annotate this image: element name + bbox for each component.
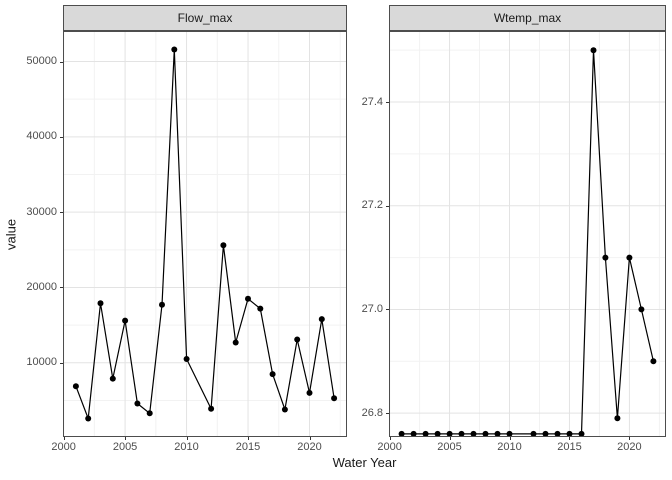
y-tick-mark	[386, 205, 389, 207]
data-point	[183, 356, 190, 362]
data-point	[306, 389, 313, 396]
data-point	[232, 339, 239, 346]
x-tick-mark	[569, 437, 571, 440]
y-tick-mark	[60, 362, 63, 364]
data-point	[159, 301, 165, 308]
x-tick-mark	[309, 437, 311, 440]
data-point	[626, 254, 633, 261]
x-tick-mark	[389, 437, 391, 440]
data-point	[494, 430, 501, 436]
y-tick-mark	[386, 413, 389, 415]
x-tick-label: 2000	[51, 441, 76, 453]
facet-strip-label: Wtemp_max	[493, 11, 562, 25]
data-point	[578, 430, 585, 436]
data-point	[318, 316, 325, 323]
x-tick-mark	[186, 437, 188, 440]
data-point	[331, 395, 338, 402]
y-tick-label: 26.8	[361, 406, 383, 419]
data-point	[422, 430, 429, 436]
y-tick-label: 40000	[26, 130, 57, 143]
x-tick-label: 2015	[235, 441, 261, 453]
x-tick-label: 2020	[297, 441, 322, 453]
data-point	[208, 405, 215, 412]
y-tick-mark	[60, 136, 63, 138]
data-point	[109, 375, 116, 382]
data-point	[482, 430, 489, 436]
x-tick-mark	[629, 437, 631, 440]
data-point	[146, 410, 153, 417]
x-axis-title: Water Year	[332, 455, 397, 470]
data-point	[614, 415, 621, 422]
data-point	[85, 415, 92, 422]
data-point	[470, 430, 477, 436]
y-tick-mark	[386, 309, 389, 311]
chart-svg	[64, 32, 346, 436]
data-point	[134, 400, 141, 407]
chart-svg	[390, 32, 665, 436]
facet-strip-wtemp-max: Wtemp_max	[389, 5, 666, 31]
facet-strip-flow-max: Flow_max	[63, 5, 347, 31]
data-point	[434, 430, 441, 436]
data-point	[602, 254, 609, 261]
x-tick-label: 2000	[377, 441, 402, 453]
y-tick-label: 27.4	[361, 95, 383, 108]
y-tick-label: 27.2	[361, 199, 383, 212]
y-tick-label: 10000	[26, 356, 57, 369]
y-tick-mark	[386, 102, 389, 104]
data-point	[269, 371, 276, 378]
data-point	[410, 430, 417, 436]
data-point	[506, 430, 513, 436]
y-tick-label: 50000	[26, 55, 57, 67]
x-tick-label: 2010	[497, 441, 522, 453]
x-tick-mark	[509, 437, 511, 440]
x-tick-mark	[63, 437, 65, 440]
y-tick-mark	[60, 61, 63, 63]
y-tick-mark	[60, 287, 63, 289]
y-tick-label: 20000	[26, 280, 57, 293]
y-tick-mark	[60, 212, 63, 214]
x-tick-mark	[248, 437, 250, 440]
data-point	[650, 358, 657, 365]
x-tick-label: 2010	[174, 441, 199, 453]
data-point	[590, 47, 597, 54]
data-point	[122, 317, 129, 324]
y-tick-label: 27.0	[361, 302, 383, 315]
data-point	[257, 305, 264, 312]
facet-strip-label: Flow_max	[177, 11, 233, 25]
data-point	[554, 430, 561, 436]
data-line	[401, 50, 654, 435]
y-axis-title: value	[3, 218, 19, 250]
x-tick-mark	[125, 437, 127, 440]
plot-panel-wtemp-max	[389, 31, 666, 437]
data-point	[530, 430, 537, 436]
data-point	[398, 430, 405, 436]
data-point	[245, 295, 251, 302]
data-point	[97, 300, 104, 307]
data-point	[220, 242, 227, 249]
data-point	[566, 430, 573, 436]
data-point	[542, 430, 549, 436]
x-tick-label: 2005	[437, 441, 462, 453]
x-tick-label: 2005	[112, 441, 138, 453]
x-tick-mark	[449, 437, 451, 440]
data-point	[281, 406, 288, 413]
plot-panel-flow-max	[63, 31, 347, 437]
data-point	[171, 46, 178, 53]
data-point	[294, 336, 301, 343]
data-point	[458, 430, 465, 436]
data-point	[446, 430, 453, 436]
x-tick-label: 2020	[617, 441, 642, 453]
y-tick-label: 30000	[26, 205, 57, 218]
data-point	[638, 306, 645, 313]
x-tick-label: 2015	[557, 441, 582, 453]
data-point	[72, 383, 79, 390]
